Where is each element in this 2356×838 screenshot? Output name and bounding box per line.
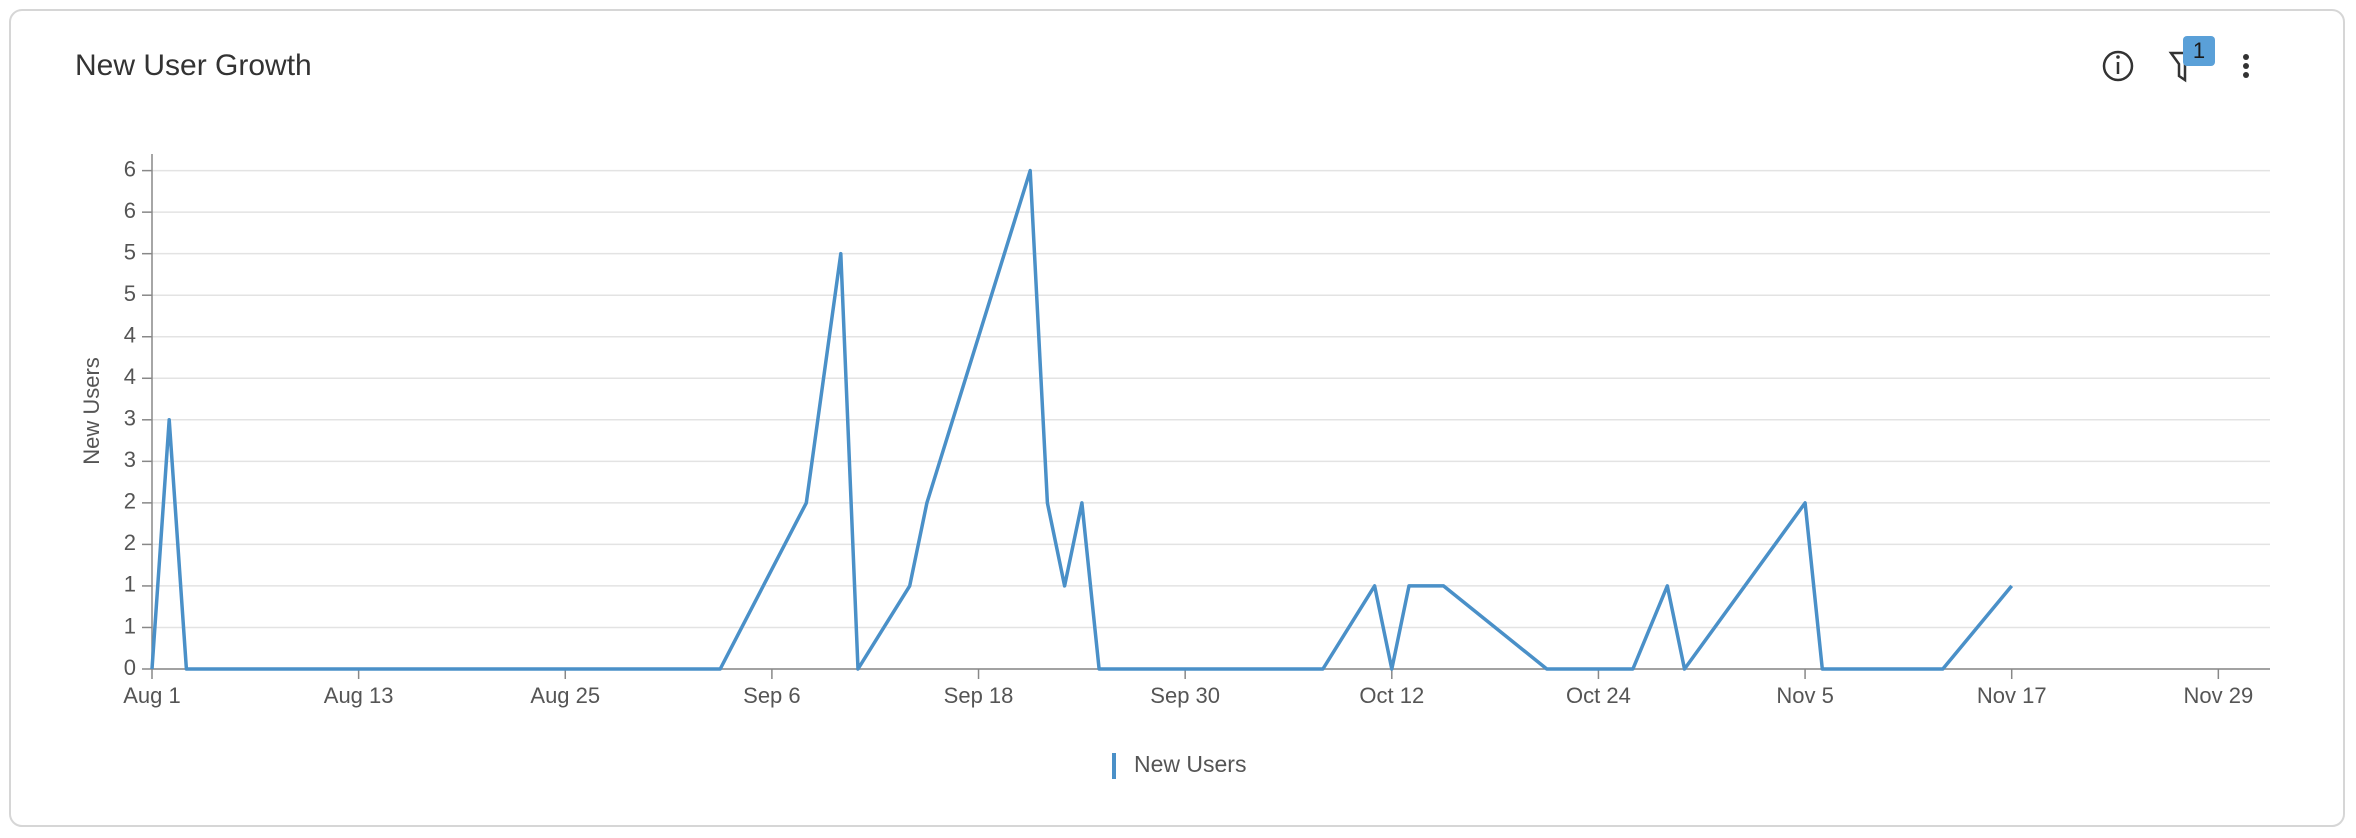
y-tick-label: 3 <box>124 406 136 431</box>
info-icon-dot <box>2116 55 2120 59</box>
x-tick-label: Aug 13 <box>324 683 394 708</box>
filter-count: 1 <box>2193 38 2205 63</box>
y-tick-label: 5 <box>124 281 136 306</box>
y-tick-label: 4 <box>124 323 136 348</box>
x-tick-label: Nov 17 <box>1977 683 2047 708</box>
chart-title: New User Growth <box>75 49 312 82</box>
x-tick-label: Oct 12 <box>1359 683 1424 708</box>
x-tick-label: Aug 1 <box>123 683 181 708</box>
y-tick-label: 2 <box>124 489 136 514</box>
menu-dot <box>2243 72 2249 78</box>
data-line <box>150 168 2014 671</box>
x-tick-label: Aug 25 <box>530 683 600 708</box>
y-tick-label: 6 <box>124 198 136 223</box>
filter-button[interactable]: 1 <box>2168 36 2215 83</box>
y-tick-label: 2 <box>124 530 136 555</box>
menu-dot <box>2243 63 2249 69</box>
x-tick-label: Sep 18 <box>944 683 1014 708</box>
y-axis-label: New Users <box>79 357 104 465</box>
y-tick-label: 1 <box>124 572 136 597</box>
filter-badge <box>2183 36 2215 66</box>
legend: New Users <box>1112 751 1246 779</box>
y-tick-label: 1 <box>124 613 136 638</box>
legend-label: New Users <box>1134 751 1246 777</box>
y-tick-label: 3 <box>124 447 136 472</box>
x-tick-label: Nov 29 <box>2183 683 2253 708</box>
more-button[interactable] <box>2243 54 2249 78</box>
x-tick-label: Sep 6 <box>743 683 801 708</box>
y-tick-label: 5 <box>124 239 136 264</box>
x-tick-label: Oct 24 <box>1566 683 1631 708</box>
y-tick-label: 6 <box>124 156 136 181</box>
info-button[interactable] <box>2102 50 2134 82</box>
y-tick-label: 0 <box>124 655 136 680</box>
x-tick-label: Sep 30 <box>1150 683 1220 708</box>
menu-dot <box>2243 54 2249 60</box>
info-icon <box>2102 50 2134 82</box>
y-tick-label: 4 <box>124 364 136 389</box>
x-tick-label: Nov 5 <box>1776 683 1833 708</box>
card <box>9 9 2345 827</box>
